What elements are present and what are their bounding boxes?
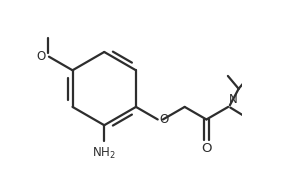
Text: N: N — [229, 93, 238, 106]
Text: O: O — [159, 113, 169, 126]
Text: O: O — [37, 50, 46, 63]
Text: NH$_2$: NH$_2$ — [92, 146, 116, 161]
Text: O: O — [201, 142, 212, 155]
